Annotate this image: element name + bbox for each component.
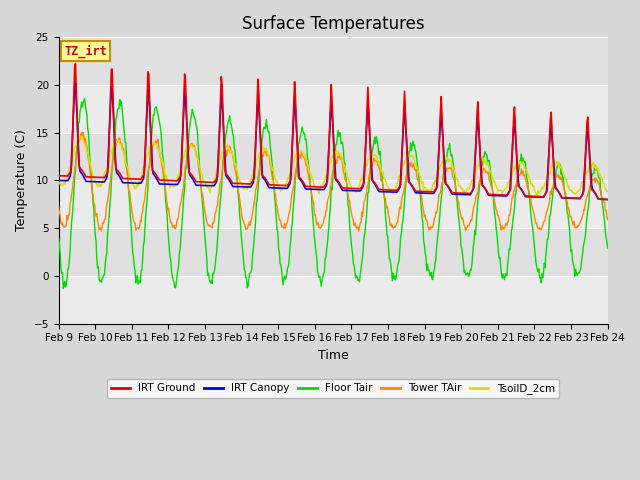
- Bar: [59, 133, 607, 180]
- X-axis label: Time: Time: [318, 349, 349, 362]
- Legend: IRT Ground, IRT Canopy, Floor Tair, Tower TAir, TsoilD_2cm: IRT Ground, IRT Canopy, Floor Tair, Towe…: [108, 379, 559, 398]
- Title: Surface Temperatures: Surface Temperatures: [242, 15, 424, 33]
- Text: TZ_irt: TZ_irt: [64, 45, 107, 58]
- Bar: [59, 276, 607, 324]
- Bar: [59, 228, 607, 276]
- Bar: [59, 85, 607, 133]
- Y-axis label: Temperature (C): Temperature (C): [15, 130, 28, 231]
- Bar: [59, 180, 607, 228]
- Bar: [59, 37, 607, 85]
